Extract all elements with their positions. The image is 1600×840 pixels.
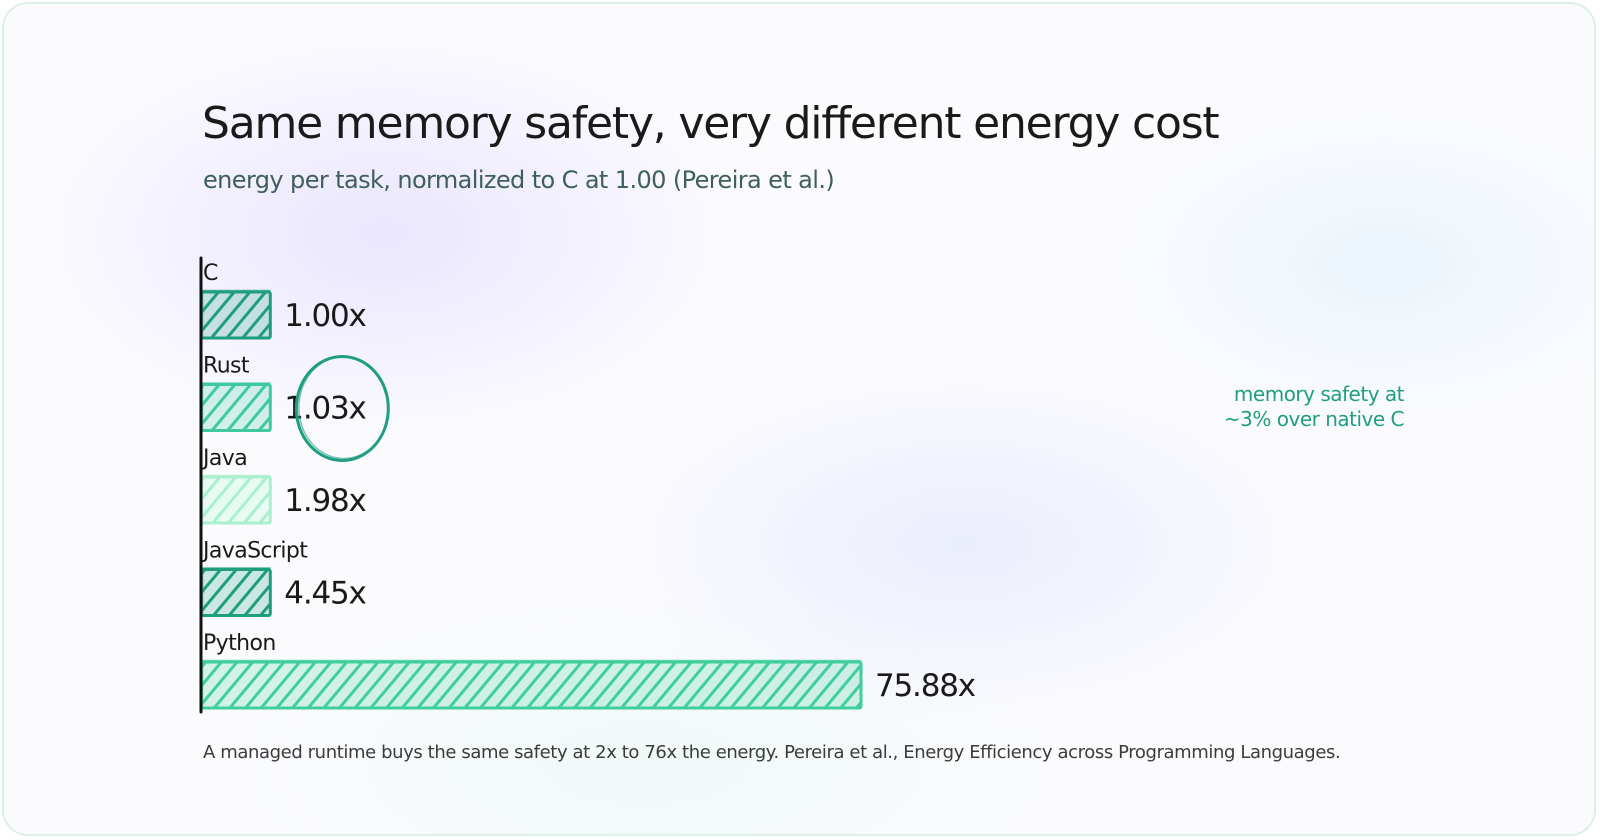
category-label-javascript: JavaScript [201,539,308,564]
chart-title: Same memory safety, very different energ… [202,98,1220,149]
category-label-c: C [203,261,218,286]
footnote: A managed runtime buys the same safety a… [203,742,1341,763]
annotation-note: memory safety at ~3% over native C [1223,382,1405,431]
bar-java [199,474,272,525]
bar-c [199,289,272,340]
value-label-javascript: 4.45x [284,576,366,612]
value-label-java: 1.98x [284,483,366,519]
bar-chart: C1.00xRust1.03xJava1.98xJavaScript4.45xP… [199,256,977,714]
bar-javascript [199,567,272,617]
value-label-python: 75.88x [875,668,976,704]
chart-subtitle: energy per task, normalized to C at 1.00… [203,166,835,194]
value-label-c: 1.00x [284,298,366,334]
category-label-python: Python [203,631,276,656]
bar-python [199,659,863,710]
category-label-java: Java [201,446,247,471]
category-label-rust: Rust [203,354,250,379]
bar-rust [199,382,272,432]
